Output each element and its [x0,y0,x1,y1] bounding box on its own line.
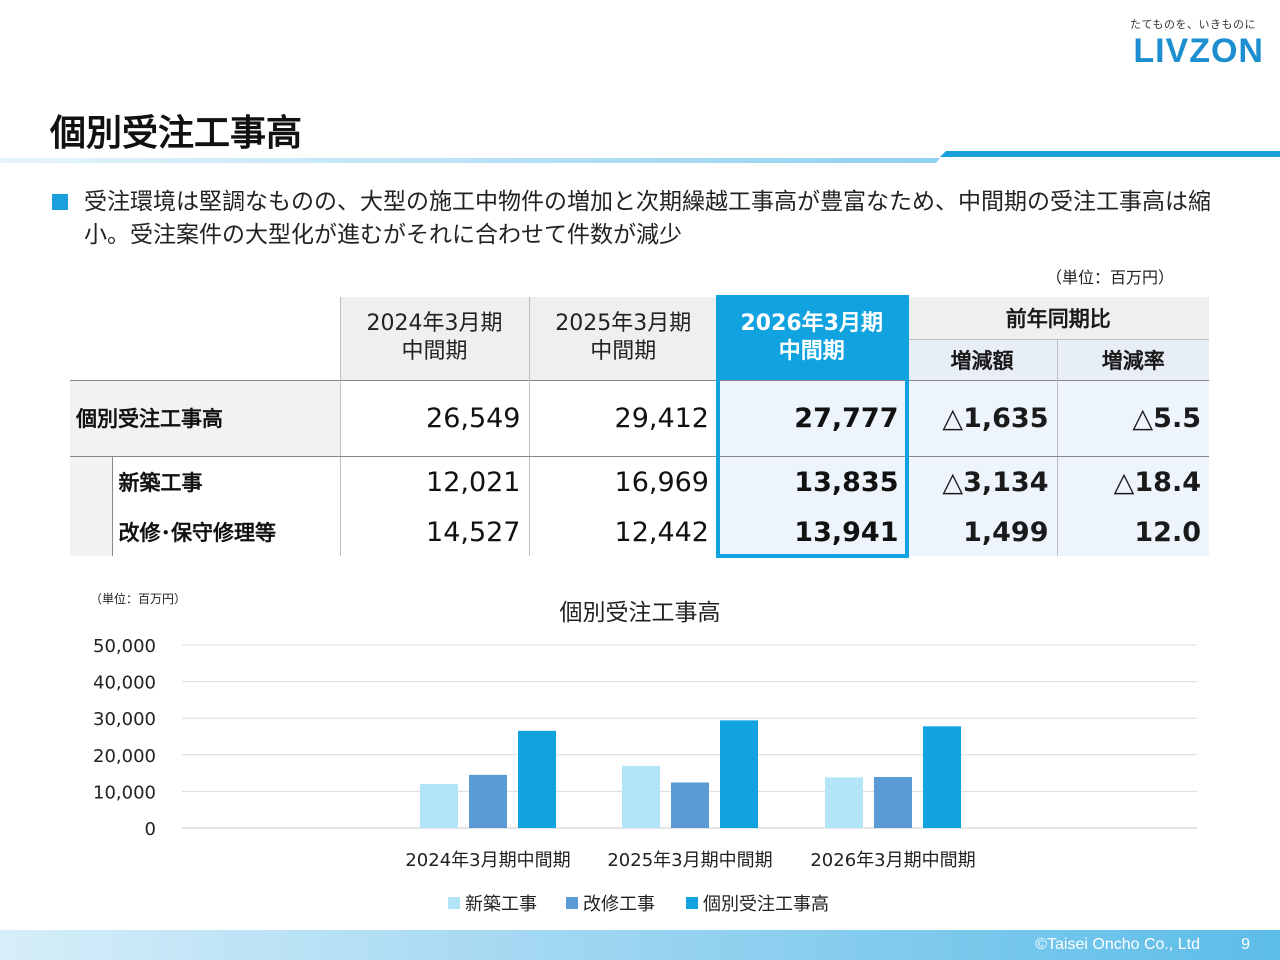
header-fy2024: 2024年3月期 中間期 [339,297,529,380]
row-label: 新築工事 [111,456,340,508]
table-row: 新築工事 12,021 16,969 13,835 △3,134 △18.4 [70,456,1209,556]
chart-title: 個別受注工事高 [560,600,721,626]
table-row: 改修･保守修理等 14,527 12,442 13,941 1,499 12.0 [70,508,1209,556]
orders-table: 2024年3月期 中間期 2025年3月期 中間期 2026年3月期 中間期 前… [70,297,1209,556]
header-rate: 増減率 [1056,339,1209,380]
header-yoy: 前年同期比 [906,297,1209,340]
legend-swatch [448,897,460,909]
row-indent [70,456,112,556]
y-tick-label: 20,000 [93,746,156,767]
table-unit: （単位：百万円） [1046,268,1175,287]
bar [469,774,507,828]
bar [420,784,458,828]
header-fy2026: 2026年3月期 中間期 [717,297,907,380]
cell-value: 13,835 [717,456,907,508]
cell-value: 12,021 [339,456,529,508]
cell-value: △5.5 [1056,379,1209,457]
bar [518,730,556,828]
cell-value: 12.0 [1056,508,1209,556]
x-tick-label: 2026年3月期中間期 [810,850,975,871]
legend-swatch [566,897,578,909]
row-label: 改修･保守修理等 [111,508,340,556]
x-tick-label: 2025年3月期中間期 [607,850,772,871]
bar [874,776,912,828]
cell-value: 16,969 [528,456,717,508]
row-label: 個別受注工事高 [70,379,340,457]
cell-value: 14,527 [339,508,529,556]
bar [825,777,863,828]
cell-value: 27,777 [717,379,907,457]
legend-swatch [686,897,698,909]
chart-unit: （単位：百万円） [90,592,187,606]
cell-value: 13,941 [717,508,907,556]
header-diff: 増減額 [906,339,1057,380]
bar [923,726,961,828]
footer-bar [0,930,1280,960]
cell-value: △1,635 [906,379,1057,457]
orders-bar-chart: 個別受注工事高 0 10,000 20,000 30,000 40,000 50,000 20… [93,600,1197,915]
cell-value: △18.4 [1056,456,1209,508]
bar [720,720,758,828]
page-number: 9 [1241,936,1250,953]
header-blank [70,297,340,380]
x-tick-label: 2024年3月期中間期 [405,850,570,871]
legend-label: 個別受注工事高 [703,894,829,915]
cell-value: △3,134 [906,456,1057,508]
summary-text: 受注環境は堅調なものの、大型の施工中物件の増加と次期繰越工事高が豊富なため、中間… [84,189,1211,248]
y-tick-label: 0 [145,819,156,840]
bar [622,765,660,828]
cell-value: 12,442 [528,508,717,556]
y-tick-label: 40,000 [93,673,156,694]
cell-value: 29,412 [528,379,717,457]
y-tick-label: 10,000 [93,782,156,803]
bar [671,782,709,828]
table-row: 個別受注工事高 26,549 29,412 27,777 △1,635 △5.5 [70,379,1209,457]
copyright: ©Taisei Oncho Co., Ltd [1035,936,1200,953]
page-title: 個別受注工事高 [50,113,303,154]
bullet-square [52,194,68,210]
title-underline [0,151,1280,163]
y-tick-label: 30,000 [93,709,156,730]
cell-value: 1,499 [906,508,1057,556]
logo-tagline: たてものを、いきものに [1130,18,1256,31]
legend-label: 改修工事 [583,894,655,915]
legend-label: 新築工事 [465,894,537,915]
livzon-logo: LIVZON [1133,32,1264,70]
y-tick-label: 50,000 [93,636,156,657]
header-fy2025: 2025年3月期 中間期 [528,297,717,380]
cell-value: 26,549 [339,379,529,457]
